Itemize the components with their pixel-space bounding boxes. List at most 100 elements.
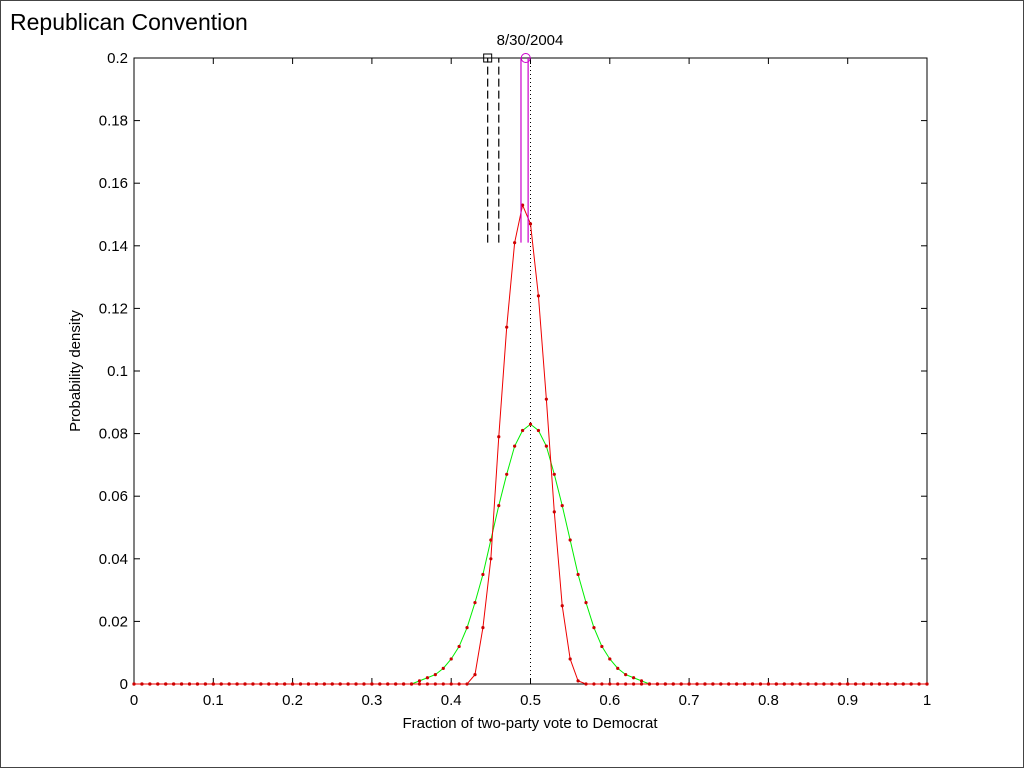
- data-point: [330, 682, 334, 686]
- data-point: [172, 682, 176, 686]
- data-point: [441, 666, 445, 670]
- x-tick-label: 0.6: [599, 692, 620, 709]
- data-point: [536, 428, 541, 433]
- x-tick-label: 0.4: [441, 692, 462, 709]
- data-point: [639, 679, 644, 683]
- data-point: [925, 682, 929, 686]
- data-point: [425, 676, 430, 680]
- x-tick-label: 0: [130, 692, 138, 709]
- data-point: [497, 503, 501, 508]
- annotation: 8/30/2004: [497, 32, 564, 49]
- data-point: [386, 682, 390, 686]
- data-point: [425, 682, 430, 686]
- data-point: [846, 682, 850, 686]
- data-point: [806, 682, 810, 686]
- data-point: [465, 682, 469, 686]
- data-point: [402, 682, 406, 686]
- data-point: [743, 682, 747, 686]
- data-point: [251, 682, 255, 686]
- data-point: [584, 601, 588, 605]
- data-point: [854, 682, 858, 686]
- data-point: [449, 682, 453, 686]
- data-point: [885, 682, 889, 686]
- data-point: [568, 657, 572, 661]
- data-point: [505, 472, 509, 476]
- data-point: [394, 682, 398, 686]
- data-point: [536, 294, 541, 298]
- data-point: [370, 682, 374, 686]
- data-point: [322, 682, 326, 686]
- data-point: [283, 682, 287, 686]
- data-point: [513, 241, 517, 245]
- y-tick-label: 0.04: [99, 551, 128, 568]
- data-point: [187, 682, 192, 686]
- data-point: [544, 444, 548, 448]
- data-point: [592, 626, 596, 630]
- data-point: [481, 626, 485, 630]
- data-point: [275, 682, 279, 686]
- data-point: [132, 682, 136, 686]
- y-tick-label: 0.14: [99, 238, 128, 255]
- data-point: [830, 682, 834, 686]
- data-point: [195, 682, 200, 686]
- data-point: [211, 682, 215, 686]
- data-point: [909, 682, 913, 686]
- data-point: [306, 682, 311, 686]
- data-point: [735, 682, 739, 686]
- data-point: [663, 682, 667, 686]
- data-point: [156, 682, 160, 686]
- data-point: [631, 676, 636, 680]
- x-axis-label: Fraction of two-party vote to Democrat: [402, 715, 658, 732]
- data-point: [727, 682, 731, 686]
- data-point: [457, 644, 461, 649]
- x-tick-label: 0.2: [282, 692, 303, 709]
- data-point: [179, 682, 184, 686]
- data-point: [560, 604, 564, 608]
- data-point: [647, 682, 652, 686]
- x-tick-label: 0.1: [203, 692, 224, 709]
- x-tick-label: 0.9: [837, 692, 858, 709]
- data-point: [592, 682, 596, 686]
- y-tick-label: 0.16: [99, 175, 128, 192]
- y-axis-label: Probability density: [67, 310, 84, 432]
- data-point: [639, 682, 644, 686]
- data-point: [441, 682, 445, 686]
- data-point: [624, 682, 628, 686]
- data-point: [528, 222, 533, 226]
- data-point: [497, 435, 501, 439]
- data-point: [433, 682, 437, 686]
- data-point: [560, 503, 564, 508]
- data-point: [457, 682, 461, 686]
- data-point: [655, 682, 659, 686]
- x-tick-label: 0.3: [361, 692, 382, 709]
- data-point: [489, 557, 493, 561]
- data-point: [631, 682, 636, 686]
- data-point: [766, 682, 771, 686]
- data-point: [616, 682, 620, 686]
- data-point: [259, 682, 263, 686]
- data-point: [164, 682, 168, 686]
- data-point: [624, 673, 628, 677]
- data-point: [354, 682, 358, 686]
- data-point: [608, 657, 612, 661]
- data-point: [774, 682, 778, 686]
- data-point: [314, 682, 318, 686]
- data-point: [417, 682, 422, 686]
- data-point: [505, 325, 509, 329]
- data-point: [917, 682, 921, 686]
- data-point: [298, 682, 303, 686]
- y-tick-label: 0.06: [99, 488, 128, 505]
- y-tick-label: 0.1: [107, 363, 128, 380]
- data-point: [291, 682, 295, 686]
- data-point: [838, 682, 842, 686]
- data-point: [520, 428, 525, 433]
- x-tick-label: 0.5: [520, 692, 541, 709]
- data-point: [473, 673, 477, 677]
- data-point: [481, 572, 485, 577]
- data-point: [378, 682, 382, 686]
- data-point: [449, 657, 453, 661]
- data-point: [528, 422, 533, 426]
- data-point: [203, 682, 207, 686]
- data-point: [235, 682, 239, 686]
- data-point: [227, 682, 231, 686]
